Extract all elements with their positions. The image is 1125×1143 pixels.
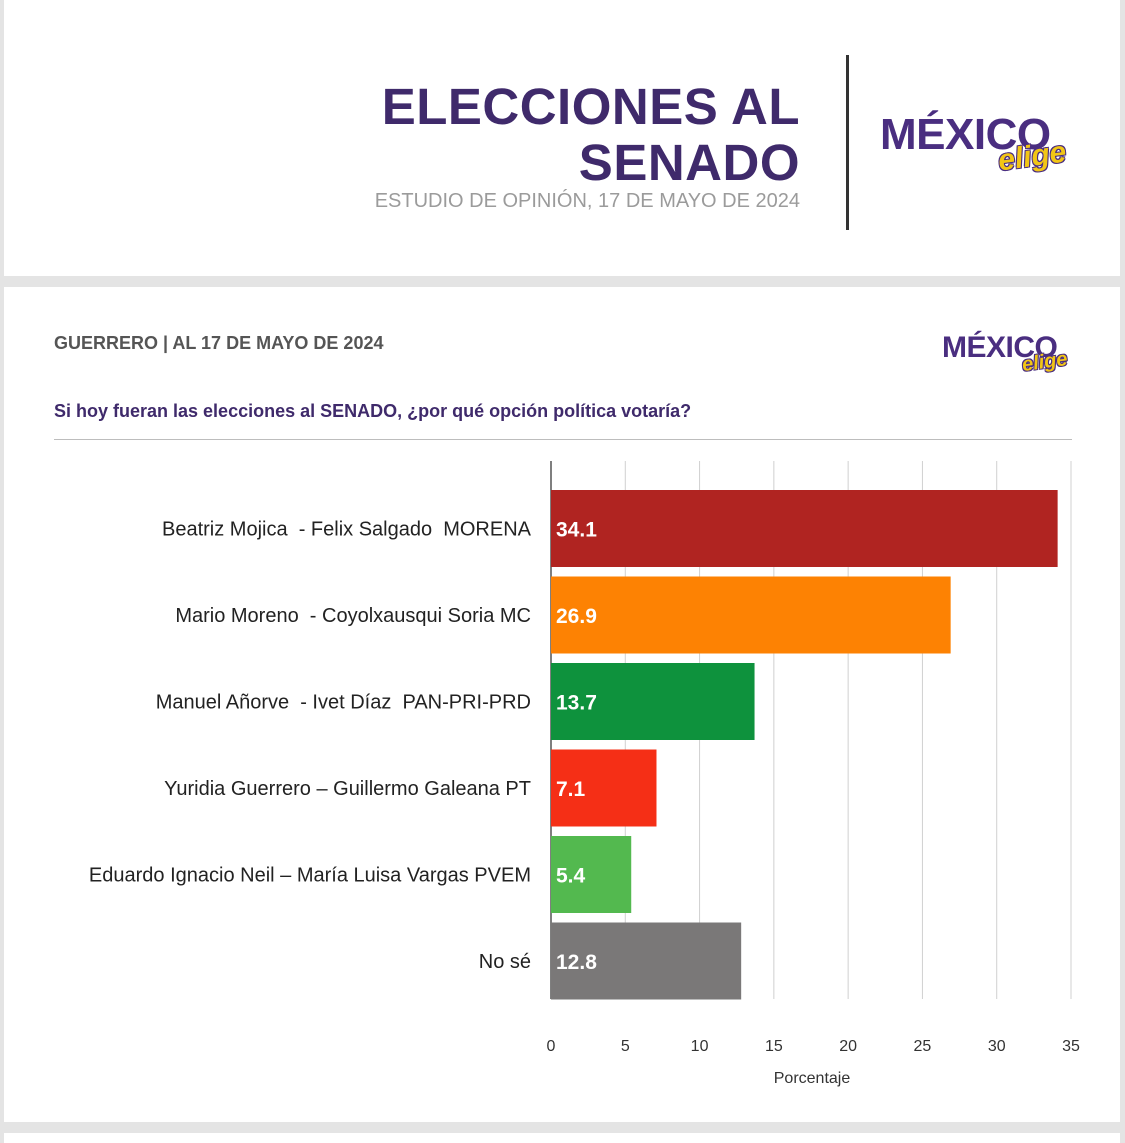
- header-divider: [846, 55, 849, 230]
- chart-card: GUERRERO | AL 17 DE MAYO DE 2024 MÉXICO …: [4, 287, 1120, 1122]
- x-axis-label: Porcentaje: [774, 1070, 851, 1087]
- category-label: No sé: [479, 951, 531, 973]
- question-divider: [54, 439, 1072, 440]
- x-tick-label: 30: [988, 1038, 1006, 1055]
- x-tick-label: 25: [914, 1038, 932, 1055]
- data-label: 12.8: [556, 951, 597, 974]
- data-label: 7.1: [556, 778, 586, 801]
- logo-small-main-text: MÉXICO: [942, 331, 1058, 364]
- data-label: 5.4: [556, 865, 586, 888]
- x-tick-label: 0: [547, 1038, 556, 1055]
- data-label: 26.9: [556, 605, 597, 628]
- bar: [551, 836, 632, 913]
- mexico-elige-logo-small: MÉXICO elige: [942, 331, 1069, 376]
- bar: [551, 749, 657, 827]
- page-subtitle: ESTUDIO DE OPINIÓN, 17 DE MAYO DE 2024: [374, 190, 800, 212]
- page-title-line2: SENADO: [578, 134, 800, 191]
- x-tick-label: 20: [839, 1038, 857, 1055]
- category-label: Eduardo Ignacio Neil – María Luisa Varga…: [89, 865, 531, 887]
- survey-question: Si hoy fueran las elecciones al SENADO, …: [54, 401, 692, 421]
- page-title-line1: ELECCIONES AL: [381, 78, 800, 135]
- bar: [551, 490, 1058, 567]
- bar-chart: 0 5 10 15 20 25 30 35 Beatriz Mojica - Felix Sal…: [89, 461, 1080, 1087]
- chart-header: GUERRERO | AL 17 DE MAYO DE 2024: [54, 333, 384, 353]
- bar: [551, 576, 951, 654]
- next-card-edge: [4, 1133, 1120, 1143]
- header-card: ELECCIONES AL SENADO ESTUDIO DE OPINIÓN,…: [4, 0, 1120, 276]
- logo-main-text: MÉXICO: [880, 110, 1051, 159]
- data-label: 13.7: [556, 692, 597, 715]
- category-label: Mario Moreno - Coyolxausqui Soria MC: [175, 605, 531, 627]
- data-label: 34.1: [556, 519, 597, 542]
- category-label: Beatriz Mojica - Felix Salgado MORENA: [162, 519, 532, 541]
- x-tick-label: 15: [765, 1038, 783, 1055]
- bar: [551, 663, 755, 740]
- x-tick-label: 10: [691, 1038, 709, 1055]
- category-label: Manuel Añorve - Ivet Díaz PAN-PRI-PRD: [156, 692, 531, 714]
- x-tick-label: 5: [621, 1038, 630, 1055]
- mexico-elige-logo: MÉXICO elige: [880, 110, 1068, 178]
- category-label: Yuridia Guerrero – Guillermo Galeana PT: [164, 778, 531, 800]
- x-tick-label: 35: [1062, 1038, 1080, 1055]
- bar: [551, 922, 742, 1000]
